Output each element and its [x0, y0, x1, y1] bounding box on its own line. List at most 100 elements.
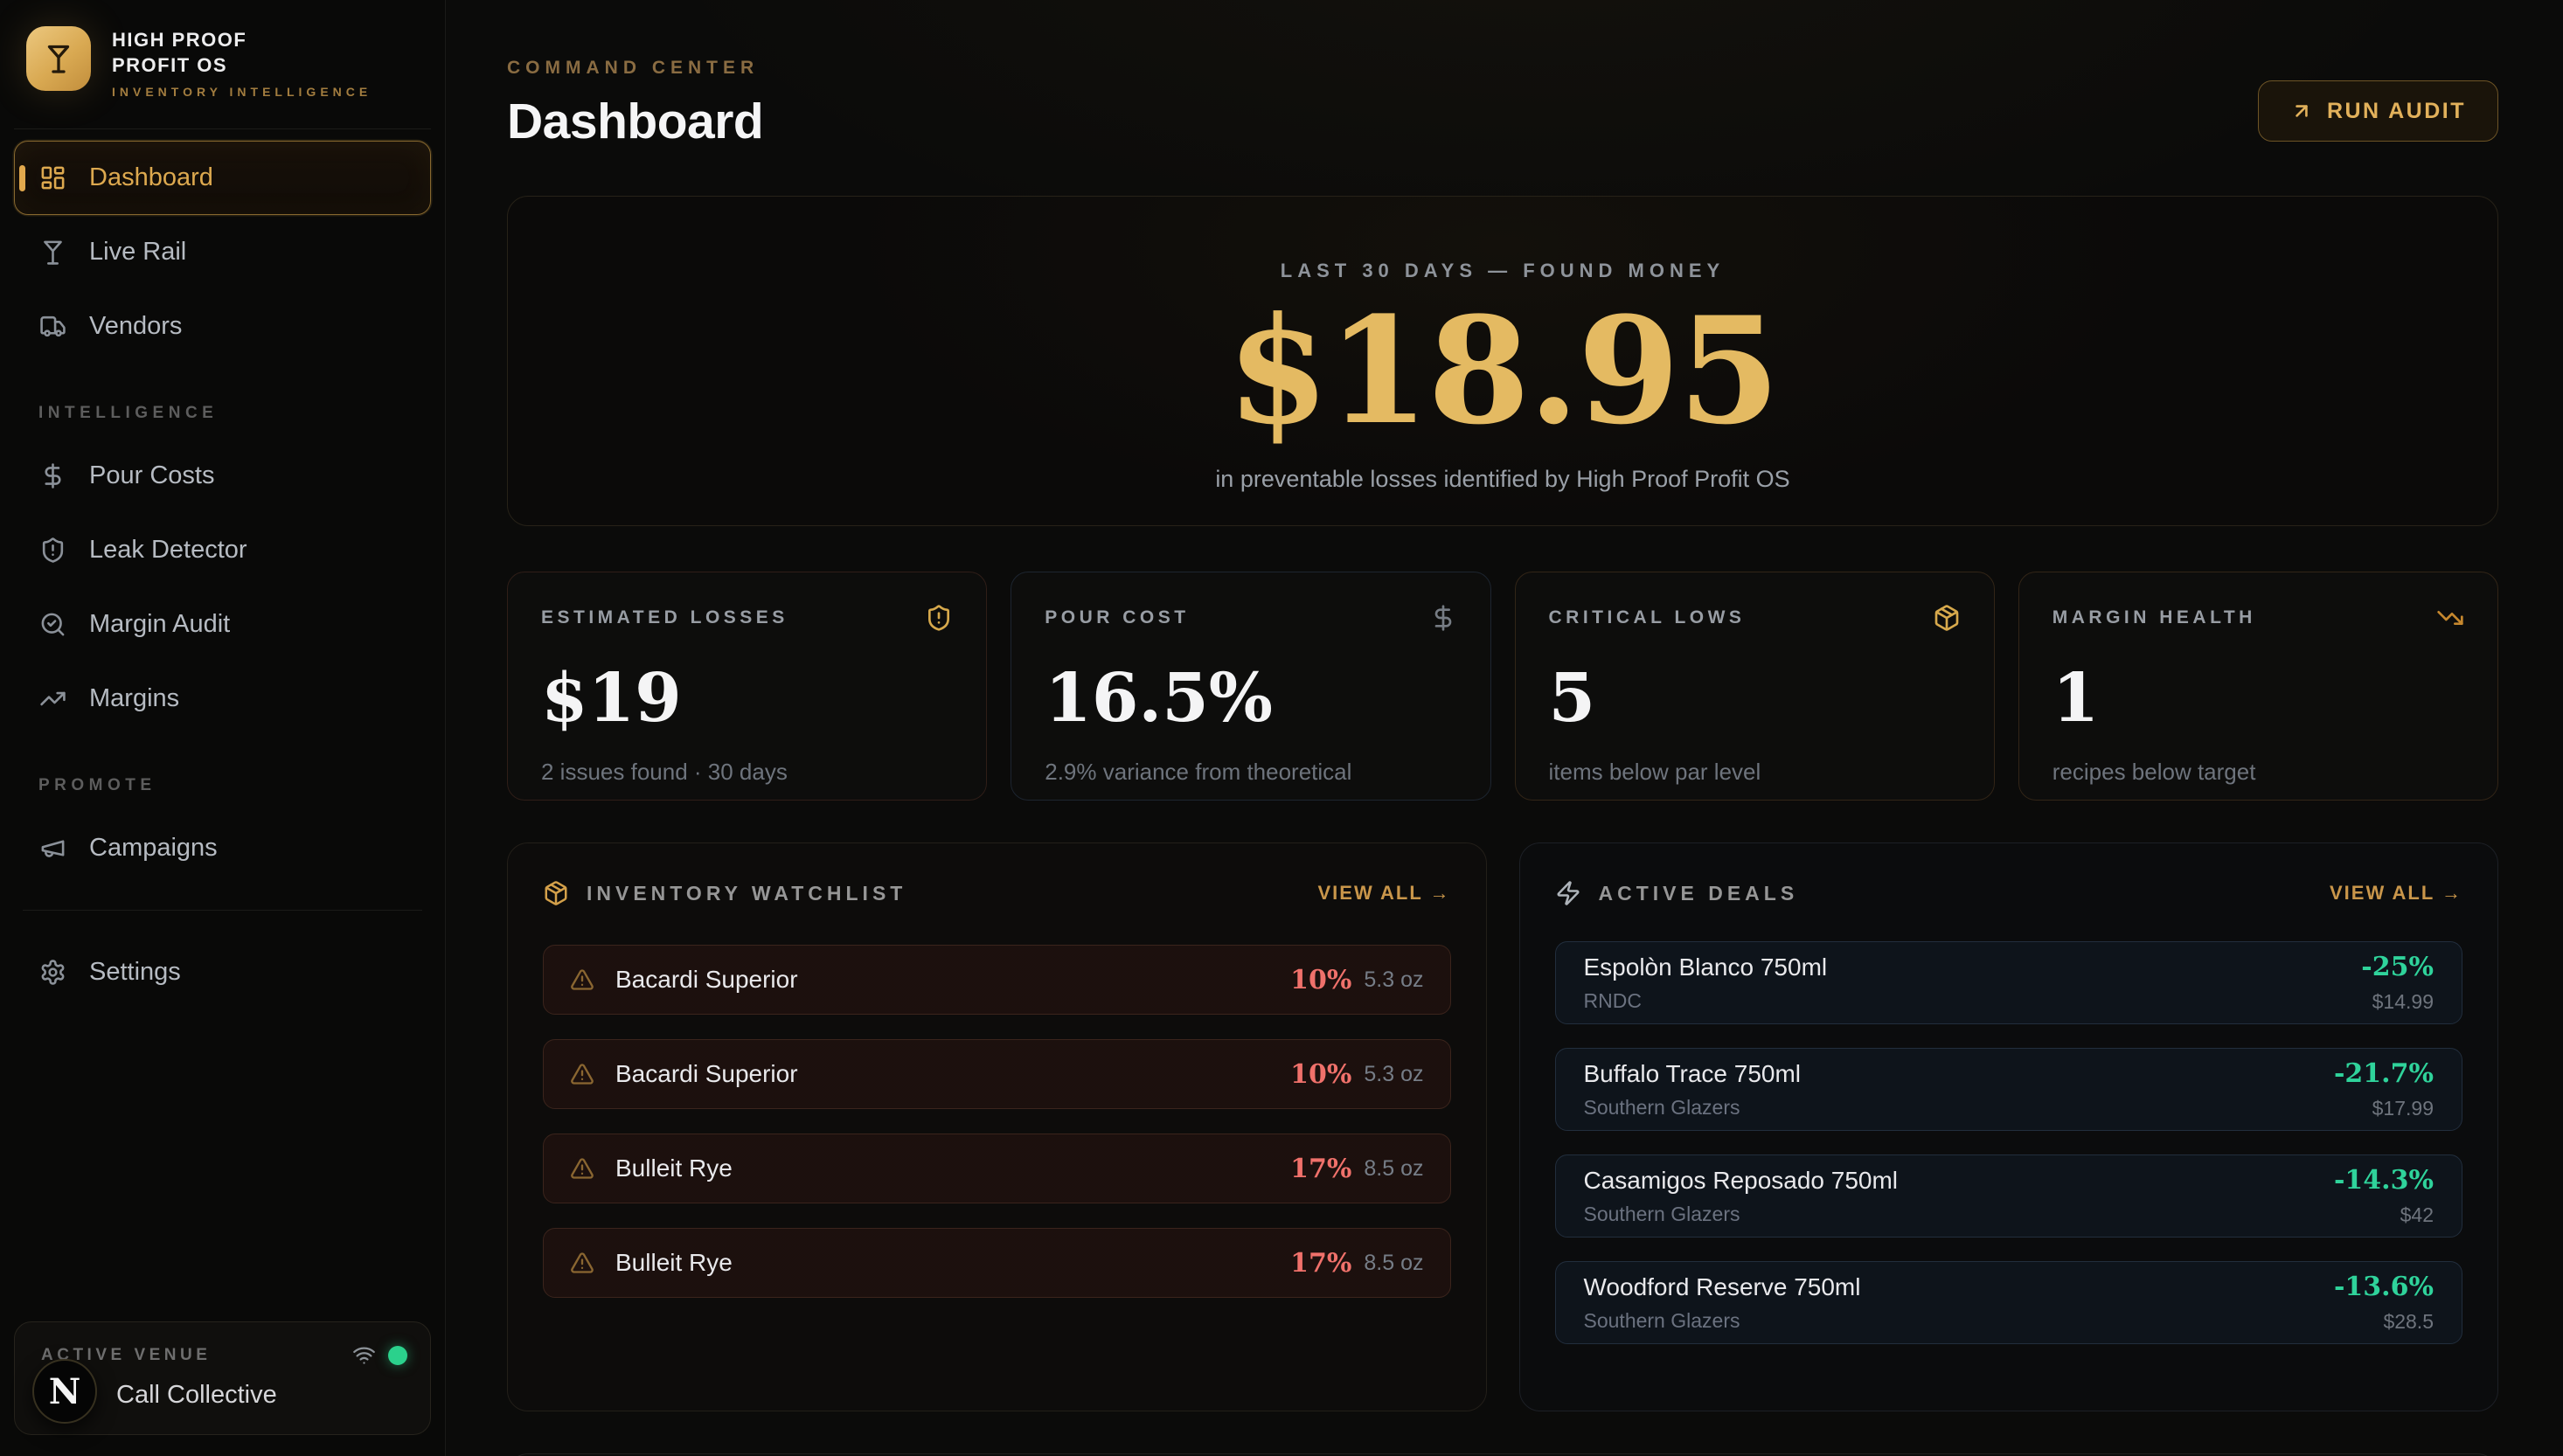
martini-glass-icon: [39, 239, 66, 266]
warning-triangle-icon: [570, 1062, 594, 1086]
sidebar-item-label: Settings: [89, 958, 181, 987]
stat-label: MARGIN HEALTH: [2052, 607, 2256, 627]
sidebar-item-pour-costs[interactable]: Pour Costs: [14, 439, 431, 513]
deal-left: Espolòn Blanco 750ml RNDC: [1584, 953, 1828, 1013]
deal-item-price: $17.99: [2372, 1097, 2434, 1120]
venue-name: Call Collective: [116, 1381, 277, 1409]
deal-item-discount: -14.3%: [2333, 1165, 2434, 1196]
sidebar-item-label: Margins: [89, 684, 180, 713]
deal-row[interactable]: Buffalo Trace 750ml Southern Glazers -21…: [1554, 1048, 2462, 1131]
deal-item-vendor: Southern Glazers: [1583, 1202, 1740, 1225]
watchlist-item-quantity: 5.3 oz: [1364, 967, 1424, 992]
run-audit-button[interactable]: RUN AUDIT: [2257, 80, 2498, 142]
deal-item-vendor: RNDC: [1583, 988, 1642, 1012]
sidebar-item-label: Margin Audit: [89, 610, 231, 639]
sidebar-section-intelligence: INTELLIGENCE: [38, 404, 219, 423]
deal-item-name: Buffalo Trace 750ml: [1583, 1059, 1802, 1087]
sidebar-item-settings[interactable]: Settings: [14, 935, 431, 1009]
stat-card-critical-lows: CRITICAL LOWS 5 items below par level: [1514, 572, 1995, 801]
watchlist-item-name: Bulleit Rye: [615, 1249, 733, 1276]
watchlist-item-quantity: 8.5 oz: [1364, 1250, 1424, 1275]
stat-label: POUR COST: [1045, 607, 1190, 627]
arrow-up-right-icon: [2290, 100, 2313, 122]
stat-caption: 2.9% variance from theoretical: [1045, 759, 1352, 785]
watchlist-item-variance: 17%: [1290, 1247, 1352, 1279]
watchlist-row[interactable]: Bulleit Rye 17% 8.5 oz: [543, 1228, 1451, 1298]
deal-right: -25% $14.99: [2361, 952, 2434, 1014]
warning-triangle-icon: [570, 1156, 594, 1181]
deal-rows: Espolòn Blanco 750ml RNDC -25% $14.99 Bu…: [1554, 941, 2462, 1344]
deal-item-price: $14.99: [2372, 990, 2434, 1013]
sidebar-item-label: Leak Detector: [89, 536, 247, 565]
sidebar-item-dashboard[interactable]: Dashboard: [14, 141, 431, 216]
watchlist-row[interactable]: Bacardi Superior 10% 5.3 oz: [543, 945, 1451, 1015]
watchlist-view-all-link[interactable]: VIEW ALL →: [1317, 882, 1451, 904]
brand-text: HIGH PROOF PROFIT OS INVENTORY INTELLIGE…: [112, 26, 372, 99]
deal-item-discount: -13.6%: [2333, 1272, 2434, 1302]
sidebar-item-label: Campaigns: [89, 834, 218, 863]
sidebar-divider: [14, 128, 431, 130]
watchlist-rows: Bacardi Superior 10% 5.3 oz Bacardi Supe…: [543, 945, 1451, 1298]
sidebar-item-margin-audit[interactable]: Margin Audit: [14, 587, 431, 662]
sidebar-item-margins[interactable]: Margins: [14, 662, 431, 736]
sidebar-item-vendors[interactable]: Vendors: [14, 289, 431, 364]
watchlist-title: INVENTORY WATCHLIST: [587, 881, 907, 905]
active-venue-card[interactable]: ACTIVE VENUE N Call Collective: [14, 1321, 431, 1435]
deal-row[interactable]: Espolòn Blanco 750ml RNDC -25% $14.99: [1554, 941, 2462, 1024]
watchlist-row[interactable]: Bulleit Rye 17% 8.5 oz: [543, 1134, 1451, 1203]
deal-item-price: $28.5: [2383, 1310, 2434, 1333]
sidebar-item-campaigns[interactable]: Campaigns: [14, 811, 431, 885]
deal-item-vendor: Southern Glazers: [1583, 1095, 1740, 1119]
deal-item-vendor: Southern Glazers: [1583, 1308, 1740, 1332]
sidebar-item-label: Vendors: [89, 312, 183, 341]
watchlist-row[interactable]: Bacardi Superior 10% 5.3 oz: [543, 1039, 1451, 1109]
active-venue-label: ACTIVE VENUE: [41, 1345, 212, 1364]
brand-logo: [26, 26, 91, 91]
deal-row[interactable]: Casamigos Reposado 750ml Southern Glazer…: [1554, 1154, 2462, 1238]
hero-amount: $18.95: [1226, 284, 1781, 457]
watchlist-item-variance: 10%: [1290, 1058, 1352, 1090]
deal-item-name: Woodford Reserve 750ml: [1583, 1272, 1861, 1300]
active-deals-panel: ACTIVE DEALS VIEW ALL → Espolòn Blanco 7…: [1518, 842, 2498, 1411]
watchlist-item-variance: 17%: [1290, 1153, 1352, 1184]
page-eyebrow: COMMAND CENTER: [507, 58, 760, 78]
watchlist-item-quantity: 8.5 oz: [1364, 1155, 1424, 1181]
deal-left: Buffalo Trace 750ml Southern Glazers: [1584, 1060, 1802, 1120]
brand: HIGH PROOF PROFIT OS INVENTORY INTELLIGE…: [14, 26, 431, 99]
stat-value: $19: [541, 659, 682, 738]
sidebar-divider: [23, 910, 422, 912]
deal-row[interactable]: Woodford Reserve 750ml Southern Glazers …: [1554, 1261, 2462, 1344]
venue-avatar: N: [32, 1359, 97, 1424]
watchlist-item-name: Bacardi Superior: [615, 1060, 798, 1087]
stat-caption: 2 issues found · 30 days: [541, 759, 788, 785]
package-icon: [543, 880, 569, 906]
deal-right: -13.6% $28.5: [2334, 1272, 2434, 1334]
truck-icon: [39, 313, 66, 340]
deal-right: -14.3% $42: [2334, 1165, 2434, 1227]
sidebar-item-label: Live Rail: [89, 238, 187, 267]
deals-title: ACTIVE DEALS: [1598, 881, 1799, 905]
shield-alert-icon: [39, 537, 66, 564]
sidebar-item-live-rail[interactable]: Live Rail: [14, 215, 431, 289]
megaphone-icon: [39, 835, 66, 862]
deal-right: -21.7% $17.99: [2334, 1058, 2434, 1120]
lightning-bolt-icon: [1555, 880, 1581, 906]
brand-subtitle: INVENTORY INTELLIGENCE: [112, 85, 372, 100]
hero-caption: in preventable losses identified by High…: [1215, 466, 1790, 493]
watchlist-item-name: Bacardi Superior: [615, 966, 798, 993]
deal-left: Casamigos Reposado 750ml Southern Glazer…: [1584, 1167, 1899, 1226]
deal-item-discount: -25%: [2361, 952, 2434, 982]
brand-title: HIGH PROOF PROFIT OS: [112, 29, 247, 76]
deals-view-all-link[interactable]: VIEW ALL →: [2330, 882, 2462, 904]
sidebar-section-promote: PROMOTE: [38, 776, 156, 795]
venue-card-header: ACTIVE VENUE: [41, 1343, 407, 1367]
stat-card-pour-cost: POUR COST 16.5% 2.9% variance from theor…: [1011, 572, 1491, 801]
trending-up-icon: [39, 685, 66, 712]
online-status-dot: [388, 1345, 407, 1365]
dollar-icon: [1429, 604, 1457, 632]
panels-row: INVENTORY WATCHLIST VIEW ALL → Bacardi S…: [507, 842, 2498, 1411]
deal-left: Woodford Reserve 750ml Southern Glazers: [1584, 1273, 1861, 1333]
warning-triangle-icon: [570, 1251, 594, 1275]
stat-label: CRITICAL LOWS: [1548, 607, 1746, 627]
sidebar-item-leak-detector[interactable]: Leak Detector: [14, 513, 431, 587]
